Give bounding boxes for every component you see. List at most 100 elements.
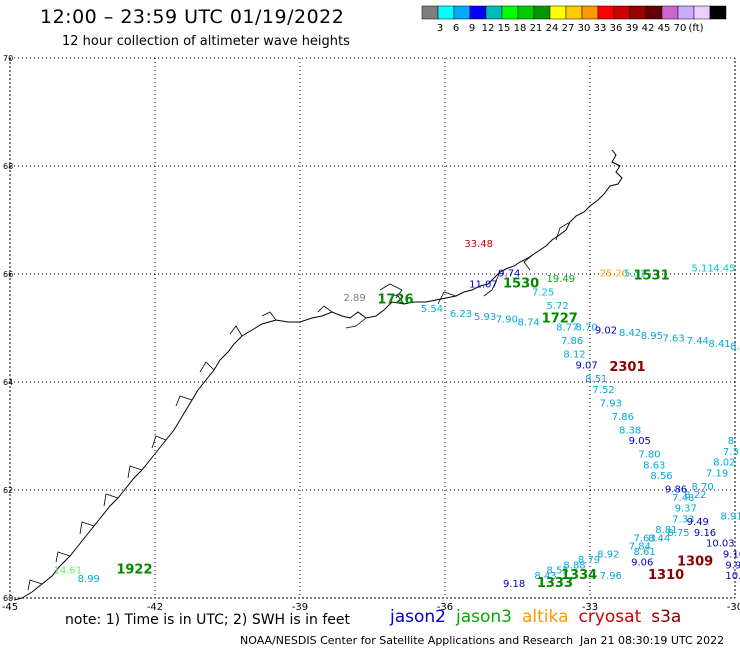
color-swatch: [629, 5, 647, 20]
color-scale-label: 6: [453, 23, 459, 34]
wave-height-label: 9.18: [503, 579, 525, 590]
color-scale-label: 36: [610, 23, 623, 34]
color-swatch: [693, 5, 711, 20]
color-scale-label: 3: [437, 23, 443, 34]
lat-tick-label: 66: [3, 270, 13, 279]
pass-time-label: 1334: [561, 568, 597, 583]
satellite-legend: jason2 jason3 altika cryosat s3a: [390, 607, 691, 627]
wave-height-label: 8.44: [648, 533, 670, 544]
wave-height-label: 8.74: [518, 317, 540, 328]
lat-tick-label: 62: [3, 486, 13, 495]
color-scale-label: 33: [594, 23, 607, 34]
color-scale-label: 42: [642, 23, 655, 34]
color-scale-label: 21: [530, 23, 543, 34]
wave-height-label: 8.22: [684, 490, 706, 501]
wave-height-label: 8.70: [692, 482, 714, 493]
wave-height-label: 9.86: [665, 485, 687, 496]
wave-height-label: 7.33: [672, 514, 694, 525]
wave-height-label: 8.72: [730, 342, 740, 353]
wave-height-label: 7.44: [687, 336, 709, 347]
wave-height-label: 8.41: [708, 339, 730, 350]
lon-tick-label: -45: [2, 602, 18, 613]
map-frame: [9, 57, 736, 599]
wave-height-label: 14.61: [54, 566, 83, 577]
wave-height-label: 8: [728, 436, 734, 447]
color-swatch: [549, 5, 567, 20]
color-scale-label: (ft): [688, 23, 703, 34]
pass-time-label: 1922: [116, 563, 152, 578]
color-scale-label: 45: [658, 23, 671, 34]
coastline-path: [13, 149, 623, 601]
color-swatch: [565, 5, 583, 20]
pass-time-label: 1531: [634, 268, 670, 283]
wave-height-label: 9.10: [723, 550, 740, 561]
color-swatch: [581, 5, 599, 20]
wave-height-label: 7.90: [496, 315, 518, 326]
pass-time-label: 1309: [677, 555, 713, 570]
color-swatch: [613, 5, 631, 20]
color-swatch: [485, 5, 503, 20]
color-scale-label: 30: [578, 23, 591, 34]
wave-height-label: 6.23: [450, 309, 472, 320]
wave-height-label: 8.88: [563, 560, 585, 571]
pass-time-label: 1310: [648, 568, 684, 583]
wave-height-label: 5.31: [624, 269, 646, 280]
wave-height-label: 9.02: [595, 325, 617, 336]
credit-text: NOAA/NESDIS Center for Satellite Applica…: [240, 634, 574, 647]
satellite-legend-item: jason2: [390, 607, 446, 627]
color-swatch: [645, 5, 663, 20]
map-subtitle: 12 hour collection of altimeter wave hei…: [62, 34, 350, 49]
coastline-fjords: [27, 221, 571, 591]
pass-time-label: 1726: [377, 293, 413, 308]
wave-height-label: 5.72: [547, 301, 569, 312]
color-scale-legend: 3 6 9 12 15 18 21 24 27 30 33 36 39 42 45 70 (ft): [421, 5, 727, 34]
wave-height-label: 8.56: [650, 471, 672, 482]
wave-height-label: 25.20: [600, 269, 629, 280]
map-title: 12:00 – 23:59 UTC 01/19/2022: [40, 6, 345, 28]
wave-height-label: 9.49: [687, 517, 709, 528]
satellite-legend-item: jason3: [456, 607, 512, 627]
satellite-legend-item: altika: [522, 607, 569, 627]
wave-height-label: 9.07: [576, 361, 598, 372]
lat-tick-label: 60: [3, 594, 13, 603]
satellite-legend-item: s3a: [651, 607, 682, 627]
footer-note: note: 1) Time is in UTC; 2) SWH is in fe…: [65, 612, 351, 628]
wave-height-label: 8.91: [721, 512, 740, 523]
lon-tick-label: -36: [437, 602, 453, 613]
color-scale-label: 9: [469, 23, 475, 34]
wave-height-label: 19.49: [547, 274, 576, 285]
wave-height-label: 33.48: [464, 239, 493, 250]
wave-height-label: 5.54: [421, 304, 443, 315]
color-swatch: [533, 5, 551, 20]
color-swatch: [597, 5, 615, 20]
lon-tick-label: -33: [582, 602, 598, 613]
wave-height-label: 5.11: [692, 263, 714, 274]
wave-height-label: 4.45: [713, 263, 735, 274]
wave-height-label: 7.52: [592, 385, 614, 396]
color-swatch: [453, 5, 471, 20]
wave-height-label: 8.51: [585, 374, 607, 385]
wave-height-label: 9.9: [725, 560, 740, 571]
wave-height-label: 7.93: [600, 398, 622, 409]
wave-height-label: 8.55: [547, 566, 569, 577]
wave-height-label: 8.81: [655, 525, 677, 536]
satellite-legend-item: cryosat: [578, 607, 642, 627]
wave-height-label: 9.06: [631, 558, 653, 569]
generated-time: Jan 21 08:30:19 UTC 2022: [580, 634, 725, 647]
wave-height-label: 10.03: [706, 539, 735, 550]
pass-time-label: 1333: [537, 576, 573, 591]
wave-height-label: 8.75: [667, 528, 689, 539]
wave-height-label: 7.63: [634, 533, 656, 544]
lon-tick-label: -30: [727, 602, 740, 613]
wave-height-label: 5.93: [474, 312, 496, 323]
color-swatch: [517, 5, 535, 20]
wave-height-label: 7.80: [638, 450, 660, 461]
greenland-coastline: [13, 149, 623, 601]
wave-height-label: 8.92: [597, 550, 619, 561]
wave-height-label: 8.70: [576, 323, 598, 334]
wave-height-label: 8.95: [641, 331, 663, 342]
wave-height-label: 8.77: [556, 323, 578, 334]
wave-height-label: 8.02: [713, 458, 735, 469]
wave-height-label: 9.74: [498, 269, 520, 280]
